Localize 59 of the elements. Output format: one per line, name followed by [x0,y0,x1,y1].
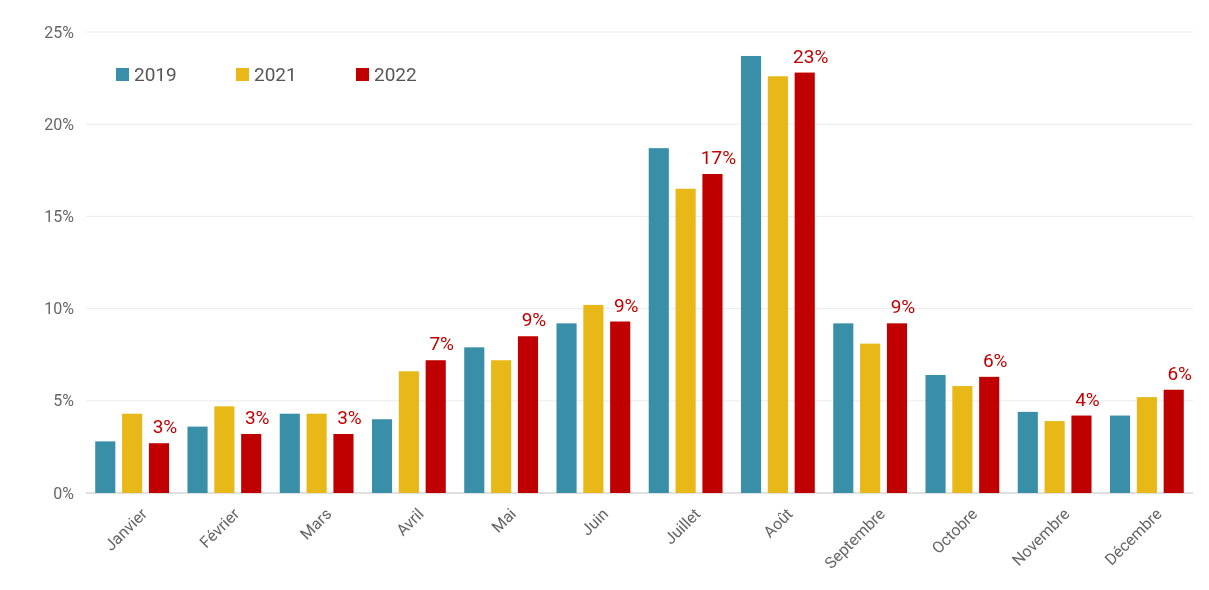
bar [925,374,946,493]
data-label: 3% [337,405,362,429]
legend-label: 2022 [374,62,417,86]
data-label: 9% [521,308,547,332]
y-tick-label: 10% [44,299,75,319]
data-label: 4% [1075,387,1100,411]
bar [1071,415,1092,493]
bar [122,413,143,493]
bar [886,323,908,493]
bar [675,188,696,493]
data-label: 6% [982,348,1008,372]
bar [517,336,539,493]
bar [241,433,262,493]
bar [333,433,354,493]
bar [425,360,446,493]
y-tick-label: 0% [53,483,75,503]
x-tick-label: Juin [577,504,613,540]
y-tick-label: 20% [44,114,75,134]
bar [556,323,577,493]
bar [187,426,208,493]
bar [952,386,973,493]
bar [1163,389,1184,493]
legend-label: 2021 [254,62,297,86]
bar [610,321,631,493]
legend-label: 2019 [134,62,177,86]
bar [648,148,669,493]
bar [794,72,815,493]
data-label: 17% [700,145,737,169]
bar [214,406,235,493]
y-tick-label: 25% [44,22,75,42]
bar [95,441,116,493]
bar [1109,415,1131,493]
bar [1017,411,1038,493]
bar [398,371,419,493]
y-tick-label: 15% [44,207,75,226]
bar [1044,421,1065,493]
data-label: 9% [613,293,639,317]
bar [979,376,1000,493]
bar [702,173,723,493]
bar [371,419,393,493]
data-label: 3% [152,415,178,439]
data-label: 7% [429,332,455,356]
bar [464,347,485,493]
data-label: 3% [244,405,270,429]
bar [148,443,170,493]
bar [833,323,854,493]
bar [306,413,327,493]
y-tick-label: 5% [53,391,75,411]
bar [860,343,881,493]
data-label: 6% [1167,361,1193,385]
data-label: 23% [793,44,829,68]
bar [491,360,512,493]
x-tick-label: Mai [487,504,520,537]
bar [279,413,300,493]
bar [1136,397,1157,493]
bar [767,76,788,493]
data-label: 9% [890,295,916,319]
bar [740,55,762,493]
bar [583,304,604,493]
